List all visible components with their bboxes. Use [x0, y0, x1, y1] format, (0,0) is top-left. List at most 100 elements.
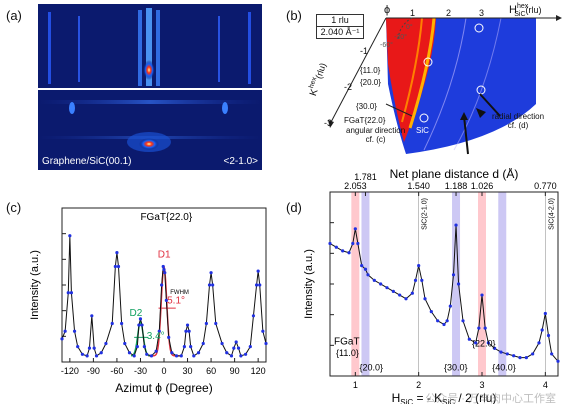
data-point-c-38: [170, 351, 174, 355]
data-point-c-3: [68, 234, 72, 238]
data-point-d-44: [540, 328, 544, 332]
data-point-d-43: [537, 341, 541, 345]
data-point-c-62: [248, 345, 252, 349]
data-point-c-25: [138, 317, 143, 321]
panel-c-label: (c): [6, 200, 22, 215]
annot-fgat: FGaT: [334, 337, 360, 348]
data-point-c-22: [132, 354, 136, 358]
x-label-sub1: SiC: [400, 398, 413, 404]
diffraction-pattern-svg: [38, 4, 262, 170]
data-point-d-17: [413, 278, 418, 282]
data-point-c-51: [209, 271, 213, 275]
data-point-c-21: [127, 351, 132, 355]
diffraction-image-a: Graphene/SiC(00.1) <2-1.0>: [38, 4, 262, 170]
data-point-c-43: [185, 323, 190, 327]
data-point-d-38: [505, 352, 509, 356]
data-point-c-54: [220, 341, 224, 346]
data-point-c-9: [87, 346, 92, 350]
data-point-c-53: [214, 321, 218, 326]
data-point-d-42: [531, 352, 535, 356]
data-point-d-40: [518, 356, 522, 360]
radial-direction-label: radial direction cf. (d): [492, 112, 544, 130]
x-tick-label-c-0: -120: [61, 366, 79, 376]
top-tick-label-d-3: 1.188: [445, 181, 468, 191]
data-point-c-58: [234, 340, 238, 344]
data-point-c-39: [174, 354, 179, 358]
data-point-c-37: [167, 335, 171, 339]
data-point-d-28: [456, 282, 461, 286]
chart-c-title: FGaT{22.0}: [140, 212, 192, 223]
data-point-c-15: [110, 321, 114, 326]
angular-direction-label: angular direction cf. (c): [346, 126, 405, 144]
data-point-c-7: [80, 352, 84, 356]
data-point-c-68: [264, 341, 268, 346]
data-point-d-20: [423, 297, 427, 301]
data-point-c-17: [115, 251, 119, 255]
x-label-end: / 2 (rlu): [455, 391, 496, 404]
data-point-c-26: [140, 323, 144, 327]
data-point-c-1: [63, 329, 67, 333]
top-tick-label-d-1: 1.781: [354, 172, 377, 182]
data-point-d-8: [363, 267, 368, 271]
angular-line1: angular direction: [346, 126, 406, 135]
annot-200: {20.0}: [359, 362, 383, 372]
highlight-purple-1: [452, 192, 461, 376]
data-point-c-30: [154, 349, 158, 353]
radial-line1: radial direction: [492, 112, 545, 121]
data-point-c-34: [162, 268, 166, 272]
x-tick-label-c-5: 30: [183, 366, 193, 376]
data-point-c-10: [90, 314, 94, 318]
k-tick-1: -1: [360, 46, 369, 56]
scale-length: 2.040 Å⁻¹: [317, 26, 363, 38]
h-tick-2: 2: [446, 8, 452, 18]
x-tick-label-c-8: 120: [251, 366, 266, 376]
data-point-c-42: [184, 329, 188, 333]
data-point-c-48: [201, 341, 205, 346]
data-point-c-32: [160, 283, 164, 287]
data-point-c-47: [196, 351, 201, 355]
x-tick-label-c-1: -90: [87, 366, 100, 376]
data-point-c-33: [161, 264, 165, 269]
x-label-h: H: [392, 391, 401, 404]
data-point-d-45: [543, 311, 547, 316]
h-axis-sub: SiC: [514, 11, 526, 18]
data-point-d-26: [451, 273, 456, 277]
data-point-d-3: [347, 251, 351, 255]
data-point-d-15: [404, 297, 408, 301]
data-point-c-67: [261, 329, 265, 333]
scale-box: 1 rlu 2.040 Å⁻¹: [316, 14, 364, 39]
x-tick-label-c-2: -60: [110, 366, 123, 376]
data-point-c-36: [164, 298, 168, 302]
angle-30: -30°: [394, 34, 407, 41]
refl-300: {30.0}: [356, 102, 377, 111]
data-point-c-19: [120, 321, 124, 326]
scale-value: 1 rlu: [331, 15, 349, 25]
radial-line2: cf. (d): [507, 121, 529, 130]
data-point-c-64: [254, 283, 259, 287]
data-point-d-35: [486, 341, 490, 345]
data-point-c-0: [60, 337, 64, 341]
data-point-d-14: [398, 293, 402, 297]
refl-110: {11.0}: [360, 66, 381, 75]
data-point-c-45: [189, 345, 193, 349]
fit-curve-d1: [148, 266, 180, 357]
x-tick-label-d-1: 2: [416, 380, 421, 390]
angular-line2: cf. (c): [365, 135, 386, 144]
data-point-c-29: [149, 354, 154, 358]
data-point-c-6: [76, 345, 80, 349]
annot-300: {30.0}: [444, 362, 468, 372]
chart-c: -120 -90 -60 -30 0 30 60 90 120 FGaT{22.0} D1 FWHM 5…: [24, 202, 274, 402]
data-point-c-35: [163, 271, 167, 275]
data-point-c-24: [137, 323, 141, 327]
y-axis-label-d: Intensity (a.u.): [303, 249, 315, 319]
data-point-d-34: [483, 326, 487, 330]
data-point-c-28: [145, 352, 149, 356]
data-point-c-12: [94, 354, 99, 358]
sample-label: Graphene/SiC(00.1): [42, 156, 132, 167]
data-point-d-30: [467, 337, 471, 341]
data-point-d-1: [334, 245, 338, 249]
chart-d: 1 2 3 4 2.053 1.781 1.540 1.188 1.026 0.770 Net pl…: [300, 166, 562, 407]
watermark: 公众号 · 万丰肉中心工作室: [425, 391, 556, 404]
h-axis-sup: hex: [516, 3, 529, 10]
